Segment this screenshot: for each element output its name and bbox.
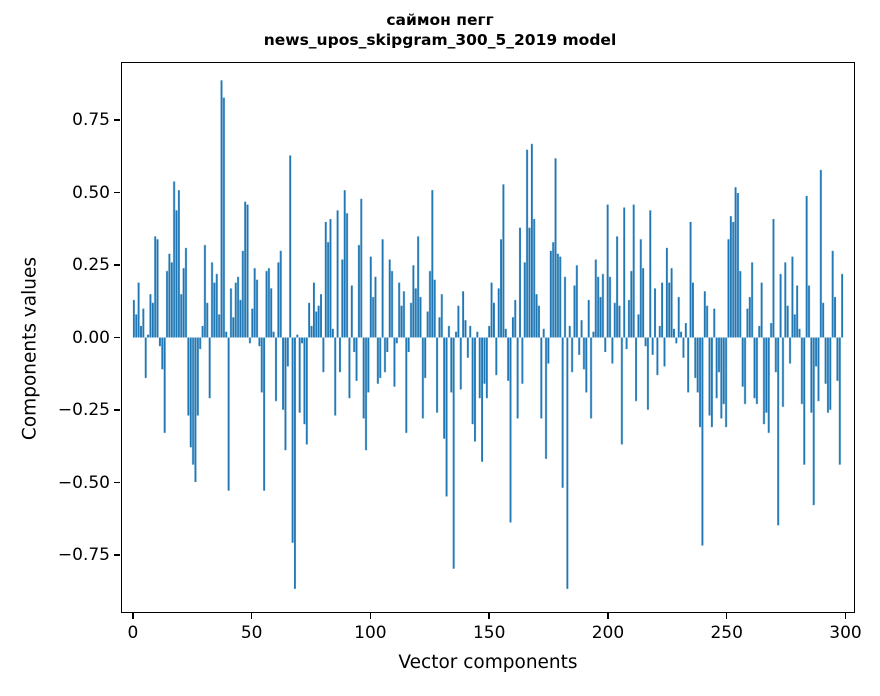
y-tick-mark bbox=[114, 409, 120, 411]
y-tick-label: 0.25 bbox=[72, 255, 110, 275]
y-tick-mark bbox=[114, 264, 120, 266]
x-tick-label: 250 bbox=[710, 623, 743, 643]
x-tick-mark bbox=[369, 613, 372, 619]
x-tick-label: 0 bbox=[127, 623, 139, 643]
x-axis-label: Vector components bbox=[398, 652, 578, 673]
plot-axes bbox=[121, 62, 855, 613]
x-tick-label: 150 bbox=[472, 623, 506, 643]
chart-title: саймон пегг news_upos_skipgram_300_5_201… bbox=[263, 11, 617, 50]
y-tick-label: 0.00 bbox=[72, 327, 110, 348]
bar-series-canvas bbox=[122, 63, 854, 612]
y-tick-label: −0.75 bbox=[57, 545, 110, 565]
y-tick-label: −0.50 bbox=[57, 472, 110, 493]
y-tick-label: −0.25 bbox=[57, 400, 110, 420]
x-tick-mark bbox=[488, 613, 490, 619]
y-tick-mark bbox=[114, 336, 120, 339]
y-tick-label: 0.75 bbox=[72, 110, 110, 130]
y-tick-mark bbox=[114, 119, 120, 121]
y-tick-mark bbox=[114, 191, 120, 194]
x-tick-mark bbox=[250, 613, 253, 619]
x-tick-label: 50 bbox=[240, 623, 263, 643]
x-tick-mark bbox=[132, 613, 134, 619]
x-tick-mark bbox=[726, 613, 728, 619]
x-tick-label: 200 bbox=[591, 623, 625, 643]
x-tick-mark bbox=[607, 613, 609, 619]
x-tick-label: 300 bbox=[829, 623, 862, 643]
x-tick-mark bbox=[844, 613, 847, 619]
y-axis-label: Components values bbox=[19, 256, 41, 441]
y-tick-label: 0.50 bbox=[72, 182, 110, 203]
x-tick-label: 100 bbox=[354, 623, 387, 643]
y-tick-mark bbox=[114, 481, 120, 484]
y-tick-mark bbox=[114, 554, 120, 556]
